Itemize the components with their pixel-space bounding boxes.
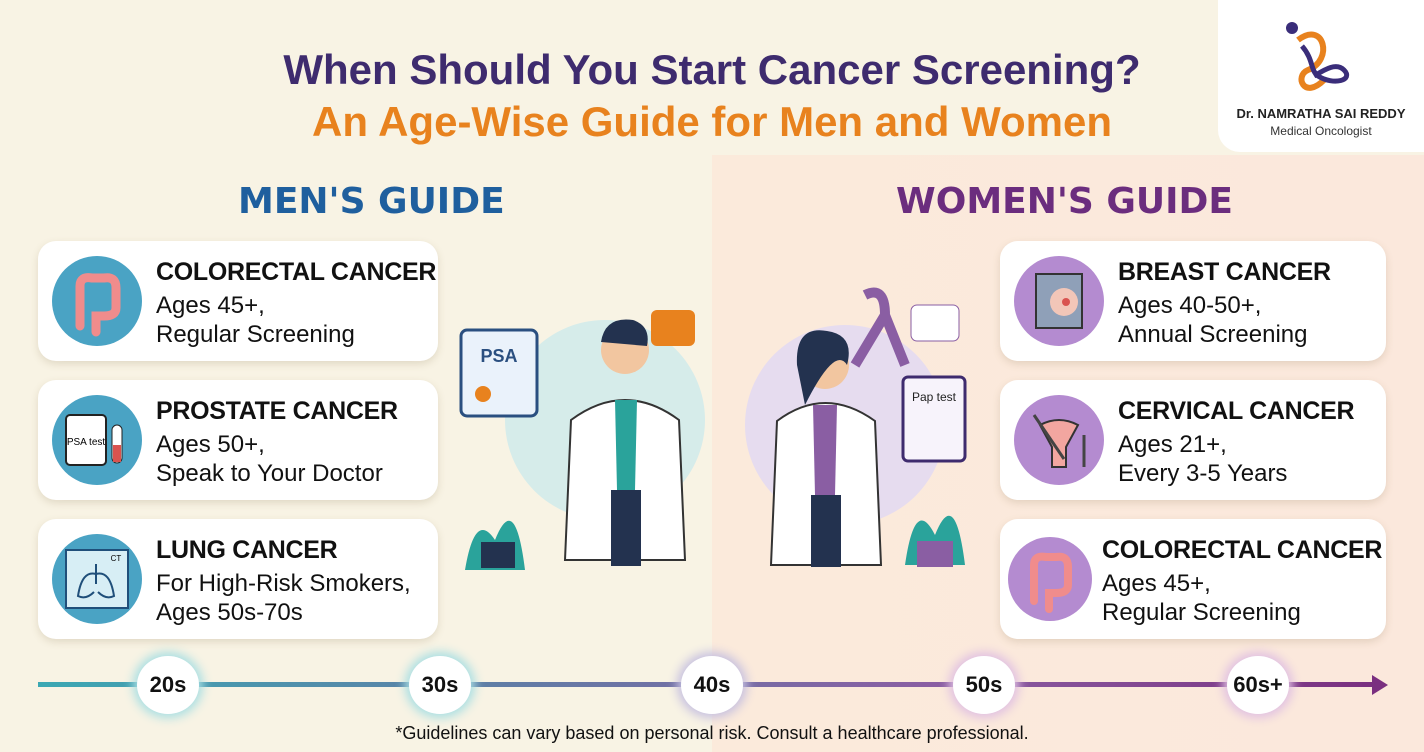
female-doctor-illustration: Pap test: [745, 287, 967, 567]
card-body: Ages 40-50+, Annual Screening: [1118, 292, 1308, 348]
timeline-arrow-icon: [1372, 675, 1388, 695]
card-body: Ages 45+, Regular Screening: [1102, 570, 1301, 626]
footnote: *Guidelines can vary based on personal r…: [395, 723, 1029, 743]
svg-text:PSA: PSA: [480, 346, 517, 366]
lung-ct-icon: CT: [52, 534, 142, 624]
svg-text:Pap test: Pap test: [912, 390, 957, 404]
doctor-logo: Dr. NAMRATHA SAI REDDY Medical Oncologis…: [1218, 0, 1424, 152]
timeline-node-50s: 50s: [953, 656, 1015, 714]
womens-guide-heading: WOMEN'S GUIDE: [896, 181, 1233, 222]
timeline-node-60s-plus: 60s+: [1227, 656, 1289, 714]
women-card-cervical: CERVICAL CANCER Ages 21+, Every 3-5 Years: [1000, 380, 1386, 500]
timeline-node-20s: 20s: [137, 656, 199, 714]
card-body: For High-Risk Smokers, Ages 50s-70s: [156, 570, 411, 626]
logo-icon: [1286, 22, 1349, 91]
psa-test-icon: PSA test: [52, 395, 142, 485]
card-title: PROSTATE CANCER: [156, 397, 398, 425]
male-doctor-illustration: PSA: [459, 310, 705, 570]
card-title: BREAST CANCER: [1118, 258, 1331, 286]
colon-icon: [52, 256, 142, 346]
card-title: COLORECTAL CANCER: [156, 258, 437, 286]
men-card-colorectal: COLORECTAL CANCER Ages 45+, Regular Scree…: [38, 241, 438, 361]
women-card-colorectal: COLORECTAL CANCER Ages 45+, Regular Scree…: [1000, 519, 1386, 639]
card-body: Ages 21+, Every 3-5 Years: [1118, 431, 1288, 487]
card-body: Ages 45+, Regular Screening: [156, 292, 355, 348]
colon-icon: [1008, 537, 1092, 621]
mens-guide-heading: MEN'S GUIDE: [238, 181, 505, 222]
timeline-node-40s: 40s: [681, 656, 743, 714]
svg-text:CT: CT: [111, 554, 122, 563]
card-title: COLORECTAL CANCER: [1102, 536, 1383, 564]
cervix-icon: [1014, 395, 1104, 485]
card-title: LUNG CANCER: [156, 536, 338, 564]
page-subtitle: An Age-Wise Guide for Men and Women: [312, 98, 1112, 145]
timeline-node-30s: 30s: [409, 656, 471, 714]
men-card-prostate: PSA test PROSTATE CANCER Ages 50+, Speak …: [38, 380, 438, 500]
mammogram-icon: [1014, 256, 1104, 346]
men-card-lung: CT LUNG CANCER For High-Risk Smokers, Age…: [38, 519, 438, 639]
doctor-role: Medical Oncologist: [1270, 124, 1372, 138]
page-title: When Should You Start Cancer Screening?: [283, 46, 1141, 93]
svg-text:PSA test: PSA test: [67, 437, 106, 448]
card-title: CERVICAL CANCER: [1118, 397, 1355, 425]
women-card-breast: BREAST CANCER Ages 40-50+, Annual Screeni…: [1000, 241, 1386, 361]
doctor-name: Dr. NAMRATHA SAI REDDY: [1236, 106, 1406, 121]
card-body: Ages 50+, Speak to Your Doctor: [156, 431, 383, 487]
